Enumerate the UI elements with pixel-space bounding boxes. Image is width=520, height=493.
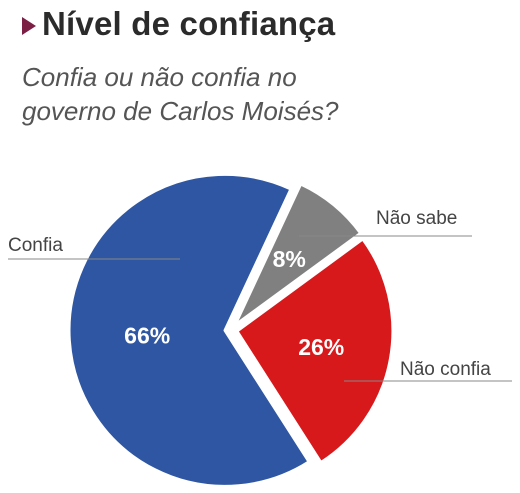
subtitle-line-1: Confia ou não confia no bbox=[22, 62, 297, 92]
slice-category-label-confia: Confia bbox=[8, 235, 63, 256]
slice-category-label-nao-confia: Não confia bbox=[400, 359, 491, 380]
chart-subtitle: Confia ou não confia no governo de Carlo… bbox=[22, 60, 502, 128]
slice-value-label-nao-sabe: 8% bbox=[273, 246, 306, 272]
chart-header: Nível de confiança bbox=[22, 4, 335, 44]
triangle-marker-icon bbox=[22, 17, 36, 35]
slice-value-label-confia: 66% bbox=[124, 323, 170, 349]
pie-slice-nao-sabe bbox=[233, 182, 363, 327]
pie-slice-confia bbox=[67, 172, 311, 488]
chart-title: Nível de confiança bbox=[42, 5, 336, 42]
slice-category-label-nao-sabe: Não sabe bbox=[376, 208, 457, 229]
pie-slice-nao-confia bbox=[235, 237, 395, 465]
slice-value-label-nao-confia: 26% bbox=[298, 334, 344, 360]
subtitle-line-2: governo de Carlos Moisés? bbox=[22, 96, 339, 126]
